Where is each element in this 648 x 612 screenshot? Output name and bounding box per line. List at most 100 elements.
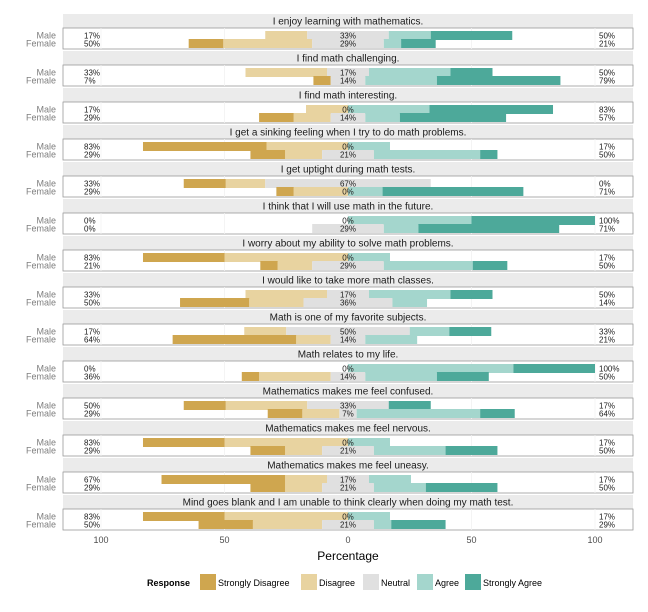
panel-1-female-bar-disagree	[223, 39, 313, 48]
panel-9-male-bar-strongly-agree	[449, 327, 492, 336]
legend-swatch-strongly-agree	[465, 574, 481, 590]
panel-12-male-low-pct: 83%	[84, 439, 100, 448]
panel-6-male-neutral-pct: 0%	[342, 217, 354, 226]
panel-9-female-bar-agree	[365, 335, 418, 344]
panel-14-female-bar-strongly-disagree	[198, 520, 253, 529]
legend-title: Response	[147, 578, 190, 588]
panel-10-strip	[63, 347, 633, 361]
panel-11-title: Mathematics makes me feel confused.	[263, 387, 434, 398]
panel-8-female-neutral-pct: 36%	[340, 299, 356, 308]
panel-5-male-bar-strongly-disagree	[183, 179, 226, 188]
panel-7-female-label: Female	[26, 261, 56, 271]
panel-6-female-neutral-pct: 29%	[340, 225, 356, 234]
panel-8-female-bar-strongly-disagree	[180, 298, 250, 307]
panel-2-male-label: Male	[36, 68, 56, 78]
panel-2-title: I find math challenging.	[297, 54, 400, 65]
panel-2-male-bar-neutral	[327, 68, 369, 77]
panel-8-male-high-pct: 50%	[599, 291, 615, 300]
x-tick-label: 100	[587, 535, 602, 545]
panel-10-female-bar-strongly-agree	[436, 372, 489, 381]
legend-label-neutral: Neutral	[381, 578, 410, 588]
x-tick-label: 100	[93, 535, 108, 545]
panel-9-male-bar-neutral	[286, 327, 410, 336]
panel-7-male-low-pct: 83%	[84, 254, 100, 263]
panel-5-female-bar-strongly-agree	[382, 187, 524, 196]
panel-10-male-bar-strongly-agree	[513, 364, 595, 373]
panel-12-male-bar-strongly-disagree	[142, 438, 225, 447]
panel-8-strip	[63, 273, 633, 287]
panel-5-title: I get uptight during math tests.	[281, 165, 416, 176]
panel-11-male-high-pct: 17%	[599, 402, 615, 411]
panel-11-female-bar-neutral	[339, 409, 357, 418]
x-tick-label: 50	[219, 535, 229, 545]
panel-5-male-bar-disagree	[225, 179, 266, 188]
panel-14-female-bar-strongly-agree	[391, 520, 446, 529]
panel-14-male-high-pct: 17%	[599, 513, 615, 522]
panel-10-female-label: Female	[26, 372, 56, 382]
legend-label-agree: Agree	[435, 578, 459, 588]
panel-8-male-label: Male	[36, 290, 56, 300]
panel-3-male-neutral-pct: 0%	[342, 106, 354, 115]
panel-10-female-neutral-pct: 14%	[340, 373, 356, 382]
panel-4-female-neutral-pct: 21%	[340, 151, 356, 160]
panel-11-female-low-pct: 29%	[84, 410, 100, 419]
panel-7-female-bar-neutral	[312, 261, 384, 270]
panel-4-male-bar-strongly-disagree	[142, 142, 267, 151]
panel-4-female-bar-strongly-disagree	[250, 150, 286, 159]
panel-2-male-low-pct: 33%	[84, 69, 100, 78]
panel-5-male-low-pct: 33%	[84, 180, 100, 189]
panel-12-female-label: Female	[26, 446, 56, 456]
panel-1-female-high-pct: 21%	[599, 40, 615, 49]
panel-3-male-bar-agree	[348, 105, 430, 114]
panel-14-male-bar-strongly-disagree	[142, 512, 225, 521]
panel-14-male-label: Male	[36, 512, 56, 522]
panel-11-female-bar-strongly-disagree	[267, 409, 303, 418]
panel-13-male-low-pct: 67%	[84, 476, 100, 485]
panel-13-female-bar-strongly-disagree	[250, 483, 286, 492]
panel-8-female-bar-disagree	[249, 298, 304, 307]
panel-1-female-label: Female	[26, 39, 56, 49]
panel-8-female-high-pct: 14%	[599, 299, 615, 308]
panel-9-female-low-pct: 64%	[84, 336, 100, 345]
panel-4-title: I get a sinking feeling when I try to do…	[230, 128, 467, 139]
panel-7-male-bar-agree	[348, 253, 390, 262]
panel-3-male-label: Male	[36, 105, 56, 115]
panel-4-female-bar-neutral	[322, 150, 374, 159]
panel-13-female-neutral-pct: 21%	[340, 484, 356, 493]
panel-7-female-high-pct: 50%	[599, 262, 615, 271]
panel-3-female-bar-strongly-agree	[399, 113, 507, 122]
panel-8-female-bar-neutral	[303, 298, 393, 307]
panel-6-female-bar-strongly-agree	[418, 224, 560, 233]
panel-11-female-label: Female	[26, 409, 56, 419]
panel-12-male-neutral-pct: 0%	[342, 439, 354, 448]
panel-6-male-bar-agree	[348, 216, 472, 225]
panel-13-female-bar-strongly-agree	[425, 483, 498, 492]
panel-1-male-bar-disagree	[265, 31, 308, 40]
panel-7-female-bar-disagree	[277, 261, 313, 270]
panel-14-male-bar-agree	[348, 512, 390, 521]
panel-8-male-neutral-pct: 17%	[340, 291, 356, 300]
panel-11-male-label: Male	[36, 401, 56, 411]
legend-swatch-neutral	[363, 574, 379, 590]
panel-3-male-bar-disagree	[306, 105, 348, 114]
panel-10-male-neutral-pct: 0%	[342, 365, 354, 374]
panel-5-female-high-pct: 71%	[599, 188, 615, 197]
panel-5-female-low-pct: 29%	[84, 188, 100, 197]
panel-7-male-bar-strongly-disagree	[142, 253, 225, 262]
panel-4-female-high-pct: 50%	[599, 151, 615, 160]
panel-2-male-high-pct: 50%	[599, 69, 615, 78]
panel-9-male-low-pct: 17%	[84, 328, 100, 337]
panel-3-male-low-pct: 17%	[84, 106, 100, 115]
panel-9-female-neutral-pct: 14%	[340, 336, 356, 345]
panel-11-female-bar-disagree	[302, 409, 340, 418]
panel-4-female-bar-strongly-agree	[480, 150, 498, 159]
panel-12-female-bar-strongly-disagree	[250, 446, 286, 455]
panel-5-male-neutral-pct: 67%	[340, 180, 356, 189]
panel-8-male-bar-disagree	[245, 290, 328, 299]
panel-10-male-label: Male	[36, 364, 56, 374]
panel-6-male-low-pct: 0%	[84, 217, 96, 226]
panel-14-male-low-pct: 83%	[84, 513, 100, 522]
panel-14-female-bar-neutral	[322, 520, 374, 529]
panel-7-title: I worry about my ability to solve math p…	[242, 239, 453, 250]
panel-12-male-bar-disagree	[224, 438, 348, 447]
